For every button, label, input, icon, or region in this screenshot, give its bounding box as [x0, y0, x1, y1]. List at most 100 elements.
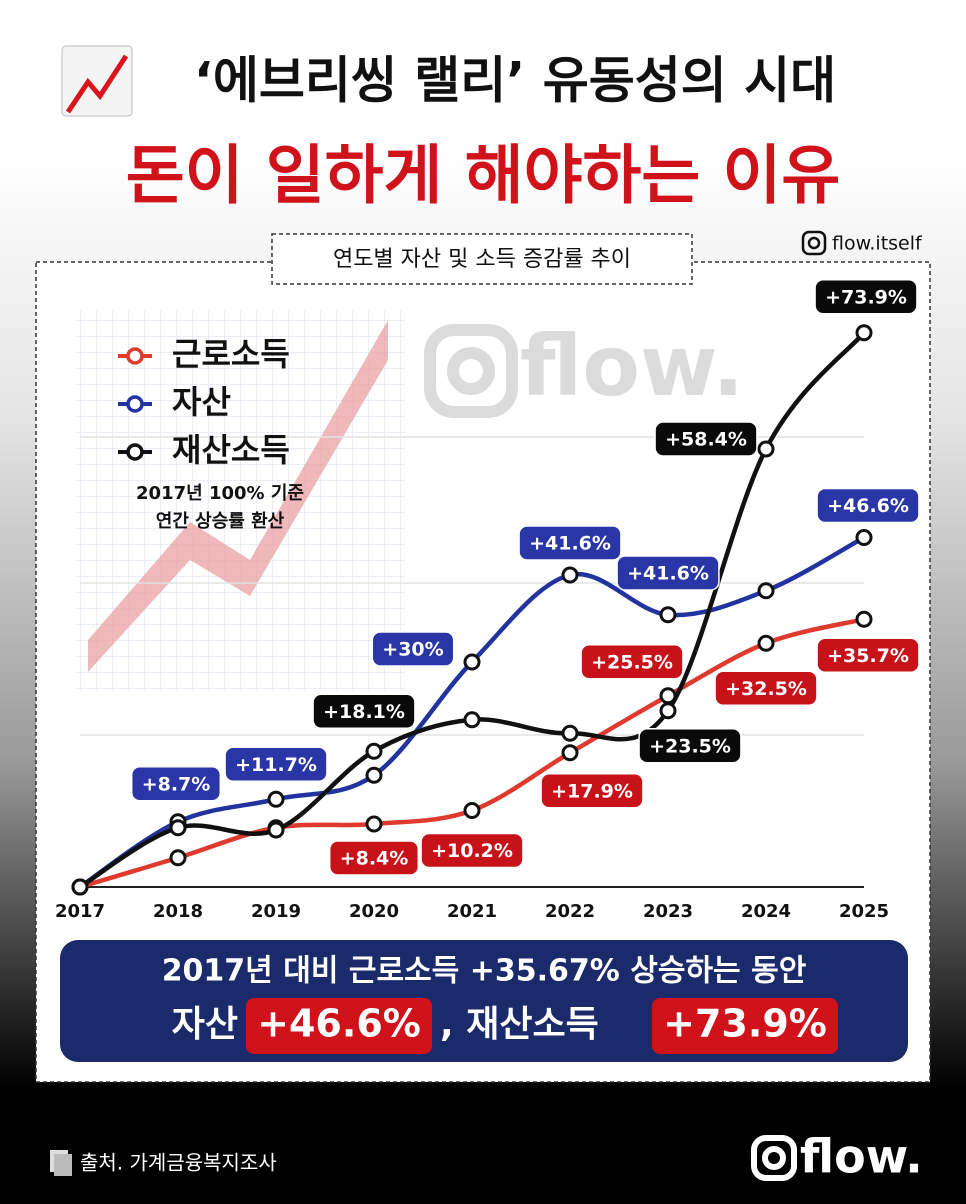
data-label-group: +11.7%	[224, 746, 328, 782]
legend-entry: 자산	[172, 383, 231, 421]
data-label: +10.2%	[431, 840, 513, 862]
data-label: +58.4%	[665, 429, 747, 451]
data-label-group: +17.9%	[540, 773, 644, 809]
legend-note: 연간 상승률 환산	[156, 510, 285, 532]
data-label-group: +10.2%	[420, 832, 524, 869]
label-pill	[580, 644, 684, 680]
data-label-group: +8.7%	[130, 766, 222, 802]
data-label: +73.9%	[825, 286, 907, 308]
x-tick-label: 2022	[545, 901, 595, 922]
data-label-group: +58.4%	[654, 421, 758, 457]
data-point	[463, 711, 481, 729]
data-label: +8.7%	[142, 773, 211, 795]
label-pill	[224, 746, 328, 782]
legend-note: 2017년 100% 기준	[136, 483, 304, 504]
data-label: +25.5%	[591, 651, 673, 673]
data-point	[267, 821, 285, 839]
handle-icon	[801, 230, 827, 256]
label-pill	[816, 487, 920, 524]
summary-pill	[246, 998, 432, 1054]
data-point	[71, 878, 89, 896]
data-point	[365, 742, 383, 760]
summary-value: +46.6%	[257, 1002, 421, 1046]
data-label-group: +18.1%	[312, 693, 416, 729]
label-pill	[420, 832, 524, 869]
legend-entry: 재산소득	[172, 431, 290, 469]
x-tick-label: 2019	[251, 901, 301, 922]
data-label: +41.6%	[627, 563, 709, 585]
summary-label: 자산	[172, 1004, 238, 1045]
label-pill	[714, 670, 818, 706]
data-label-group: +41.6%	[518, 525, 622, 561]
label-pill	[130, 766, 222, 802]
legend-entry: 근로소득	[172, 335, 290, 373]
data-label: +41.6%	[529, 533, 611, 555]
chart-title: 연도별 자산 및 소득 증감률 추이	[333, 247, 631, 272]
header-icon	[61, 45, 133, 117]
data-label: +35.7%	[827, 645, 909, 667]
data-label: +23.5%	[649, 735, 731, 757]
headline: 돈이 일하게 해야하는 이유	[126, 140, 841, 214]
handle: flow.itself	[832, 233, 923, 255]
legend-marker	[126, 443, 144, 461]
label-pill	[540, 773, 644, 809]
plot: 2017 2018 2019 2020 2021 2022 2023 2024 2025 +8.4…	[55, 279, 920, 922]
x-tick-label: 2023	[643, 901, 693, 922]
data-point	[463, 653, 481, 671]
summary-label: , 재산소득	[440, 1004, 599, 1045]
x-tick-label: 2021	[447, 901, 497, 922]
label-pill	[654, 421, 758, 457]
chart-title-box	[271, 233, 693, 285]
x-tick-label: 2018	[153, 901, 203, 922]
data-label: +11.7%	[235, 754, 317, 776]
data-label-group: +30%	[371, 631, 455, 667]
data-label-group: +73.9%	[814, 279, 918, 315]
label-pill	[518, 525, 622, 561]
grid-paper	[75, 310, 405, 690]
label-pill	[638, 728, 742, 764]
label-pill	[371, 631, 455, 667]
data-point	[757, 634, 775, 652]
data-label-group: +35.7%	[816, 637, 920, 673]
data-point	[561, 744, 579, 762]
data-label-group: +32.5%	[714, 670, 818, 706]
data-point	[561, 724, 579, 742]
data-label-group: +41.6%	[616, 555, 720, 591]
data-point	[659, 606, 677, 624]
x-tick-label: 2025	[839, 901, 889, 922]
data-point	[855, 324, 873, 342]
summary-line: 2017년 대비 근로소득 +35.67% 상승하는 동안	[162, 954, 807, 989]
data-label: +8.4%	[340, 848, 409, 870]
data-label-group: +25.5%	[580, 644, 684, 680]
label-pill	[814, 279, 918, 315]
data-label-group: +8.4%	[328, 840, 420, 876]
label-pill	[616, 555, 720, 591]
data-point	[463, 802, 481, 819]
data-label: +18.1%	[323, 701, 405, 723]
data-label: +46.6%	[827, 495, 909, 517]
page-title: ‘에브리씽 랠리’ 유동성의 시대	[194, 52, 836, 110]
watermark-icon	[424, 324, 518, 418]
label-pill	[312, 693, 416, 729]
data-label: +30%	[382, 639, 443, 661]
data-label-group: +23.5%	[638, 728, 742, 764]
data-point	[561, 566, 579, 584]
data-point	[169, 849, 187, 867]
data-label-group: +46.6%	[816, 487, 920, 524]
data-point	[659, 687, 677, 705]
data-point	[757, 582, 775, 600]
source-icon	[50, 1150, 72, 1176]
series-line	[78, 331, 866, 889]
data-label: +32.5%	[725, 678, 807, 700]
x-tick-label: 2020	[349, 901, 399, 922]
legend-marker	[126, 347, 144, 365]
data-point	[365, 766, 383, 784]
summary-value: +73.9%	[663, 1002, 827, 1046]
legend-marker	[126, 395, 144, 413]
watermark: flow.	[520, 317, 744, 415]
data-point	[855, 529, 873, 546]
data-point	[365, 815, 383, 833]
decor-arrow	[88, 320, 388, 672]
